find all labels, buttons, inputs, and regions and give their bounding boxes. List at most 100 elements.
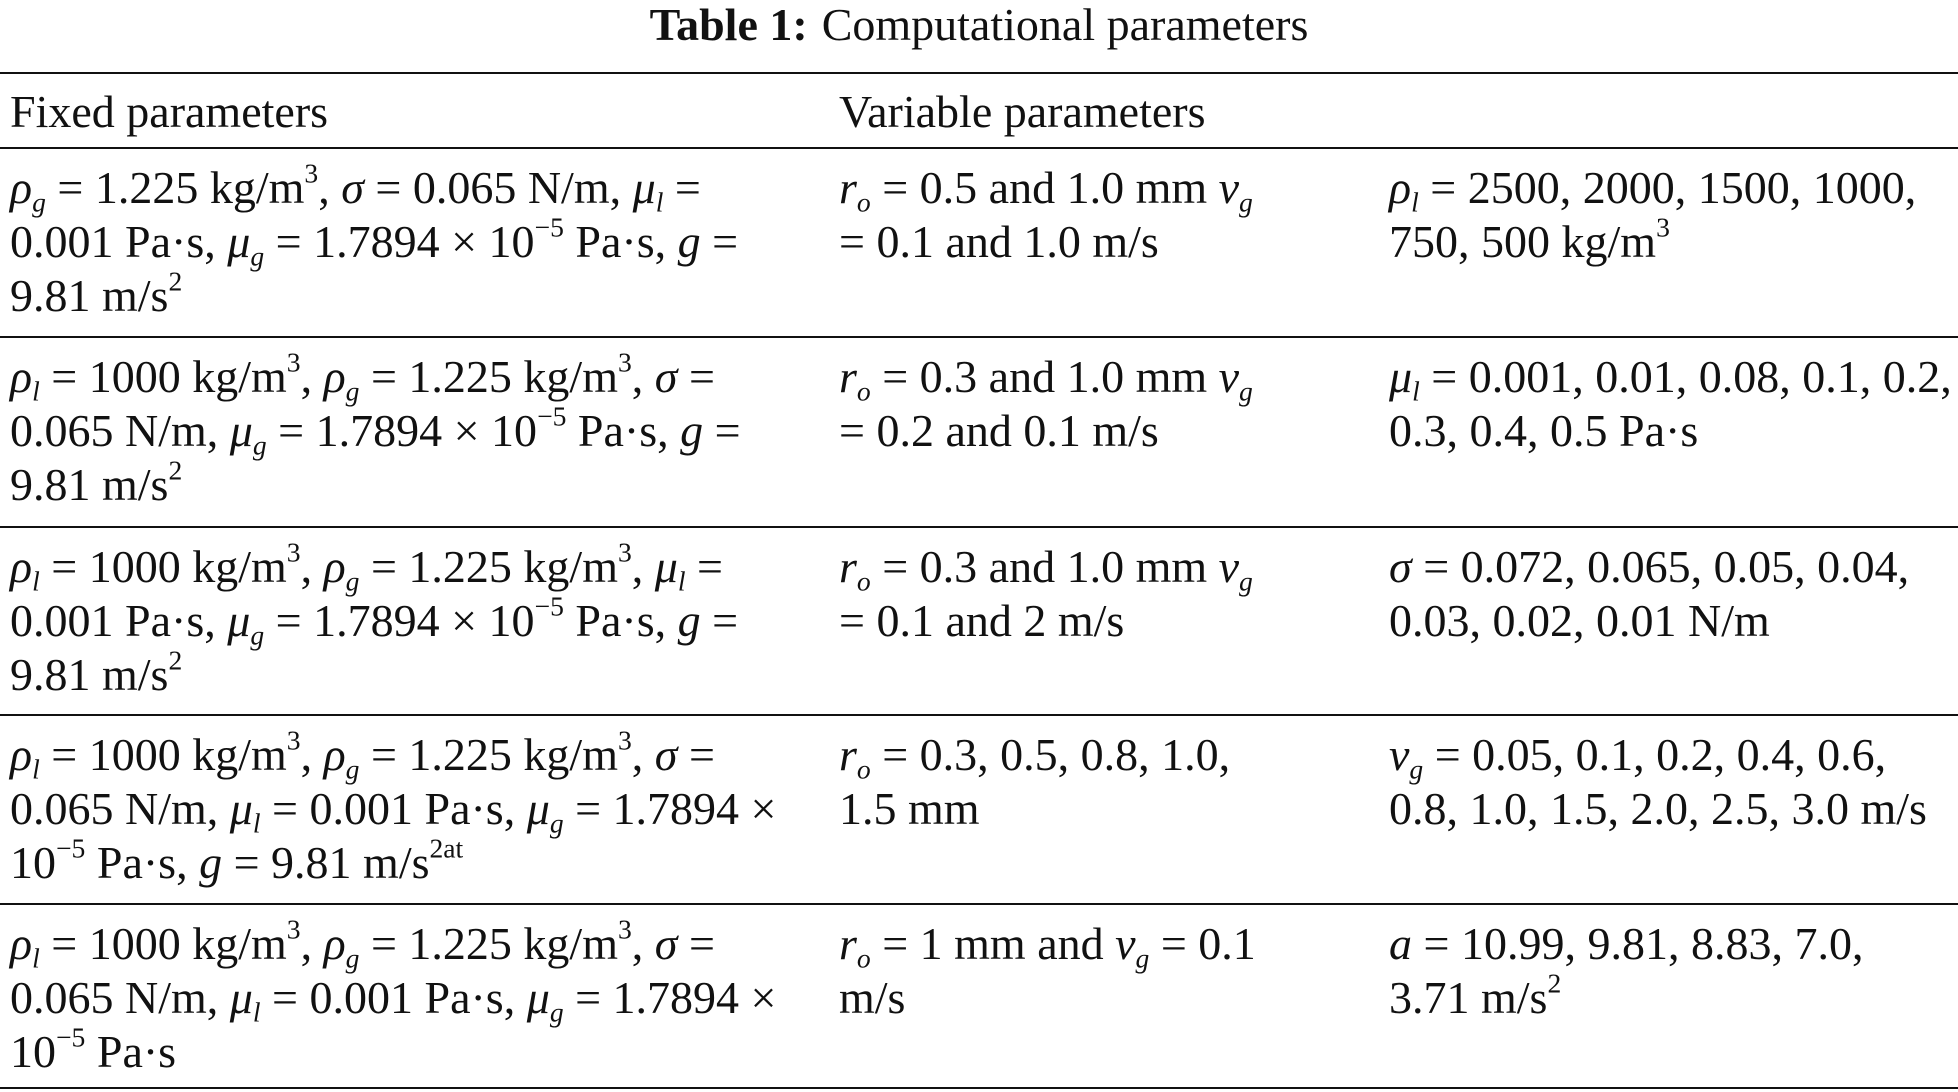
cell-text: = 9.81 m/s xyxy=(10,595,739,700)
cell-text: = 1.7894 × 10 xyxy=(264,595,535,646)
superscript: 3 xyxy=(286,913,301,945)
math-symbol: r xyxy=(839,918,857,969)
math-symbol: ρ xyxy=(10,351,33,402)
cell-text: = 0.2 and 0.1 m/s xyxy=(839,405,1159,456)
math-symbol: μ xyxy=(229,405,253,456)
subscript: l xyxy=(677,565,686,597)
math-symbol: g xyxy=(680,405,704,456)
subscript: o xyxy=(856,375,871,407)
math-symbol: μ xyxy=(227,595,251,646)
cell-text: = 9.81 m/s xyxy=(222,837,430,888)
subscript: g xyxy=(32,186,46,218)
superscript: 2 xyxy=(1547,967,1562,999)
cell-text: = 0.1 and 1.0 m/s xyxy=(839,216,1159,267)
cell-text: = 0.065 N/m, xyxy=(10,918,715,1023)
cell-text: = 1000 kg/m xyxy=(39,351,287,402)
cell-text: , xyxy=(300,918,324,969)
cell-text: = 0.3 and 1.0 mm xyxy=(870,351,1219,402)
rule xyxy=(0,1087,1958,1089)
rule xyxy=(0,72,1958,74)
cell-text: = 2500, 2000, 1500, 1000, 750, 500 kg/m xyxy=(1389,162,1917,267)
math-symbol: ρ xyxy=(1389,162,1412,213)
math-symbol: v xyxy=(1218,162,1240,213)
math-symbol: ρ xyxy=(323,351,346,402)
cell-text: , xyxy=(631,918,655,969)
cell-text: Pa·s, xyxy=(85,837,200,888)
math-symbol: r xyxy=(839,162,857,213)
cell-text: = 1 mm and xyxy=(870,918,1116,969)
math-symbol: μ xyxy=(526,972,550,1023)
cell-text: Pa·s xyxy=(85,1026,177,1077)
table-cell: ρl = 1000 kg/m3, ρg = 1.225 kg/m3, σ = 0… xyxy=(10,348,805,512)
subscript: o xyxy=(856,753,871,785)
math-symbol: σ xyxy=(654,918,678,969)
table-cell: ρl = 2500, 2000, 1500, 1000, 750, 500 kg… xyxy=(1389,161,1954,269)
subscript: l xyxy=(1411,186,1419,218)
table-cell: ro = 0.3 and 1.0 mm vg = 0.2 and 0.1 m/s xyxy=(839,350,1269,458)
math-symbol: g xyxy=(677,595,701,646)
cell-text: = 0.072, 0.065, 0.05, 0.04, 0.03, 0.02, … xyxy=(1389,541,1910,646)
math-symbol: ρ xyxy=(10,918,33,969)
cell-text: , xyxy=(300,351,324,402)
superscript: 3 xyxy=(617,724,632,756)
math-symbol: v xyxy=(1218,351,1240,402)
cell-text: = 1.225 kg/m xyxy=(359,351,618,402)
math-symbol: ρ xyxy=(323,918,346,969)
cell-text: = 0.001 Pa·s, xyxy=(260,783,527,834)
cell-text: = 0.3 and 1.0 mm xyxy=(870,541,1219,592)
superscript: −5 xyxy=(534,211,564,243)
cell-text: = 1.7894 × 10 xyxy=(266,405,538,456)
table-caption: Table 1: Computational parameters xyxy=(0,0,1958,50)
caption-label: Table 1: xyxy=(649,0,808,50)
subscript: g xyxy=(345,375,360,407)
superscript: 3 xyxy=(304,157,319,189)
subscript: l xyxy=(252,996,261,1028)
math-symbol: r xyxy=(839,351,857,402)
cell-text: = 0.1 and 2 m/s xyxy=(839,595,1125,646)
math-symbol: a xyxy=(1389,918,1412,969)
table-cell: ro = 0.3, 0.5, 0.8, 1.0, 1.5 mm xyxy=(839,728,1269,836)
math-symbol: g xyxy=(677,216,701,267)
subscript: g xyxy=(250,240,265,272)
cell-text: = 0.1 m/s xyxy=(839,918,1256,1023)
math-symbol: v xyxy=(1115,918,1136,969)
math-symbol: μ xyxy=(654,541,678,592)
superscript: 3 xyxy=(286,724,301,756)
superscript: −5 xyxy=(537,400,567,432)
math-symbol: v xyxy=(1389,729,1410,780)
cell-text: = 0.001 Pa·s, xyxy=(10,162,701,267)
subscript: o xyxy=(856,565,871,597)
math-symbol: μ xyxy=(229,783,253,834)
cell-text: = 0.065 N/m, xyxy=(10,729,715,834)
table-cell: ρl = 1000 kg/m3, ρg = 1.225 kg/m3, σ = 0… xyxy=(10,915,805,1079)
superscript: 2at xyxy=(429,832,464,864)
cell-text: = 0.001, 0.01, 0.08, 0.1, 0.2, 0.3, 0.4,… xyxy=(1389,351,1952,456)
subscript: l xyxy=(655,186,664,218)
math-symbol: v xyxy=(1218,541,1240,592)
superscript: 3 xyxy=(617,913,632,945)
superscript: 2 xyxy=(168,644,183,676)
subscript: g xyxy=(1239,186,1253,218)
rule xyxy=(0,903,1958,905)
superscript: 3 xyxy=(617,536,632,568)
math-symbol: μ xyxy=(227,216,251,267)
math-symbol: μ xyxy=(632,162,656,213)
header-cell: Variable parameters xyxy=(839,86,1206,137)
superscript: 3 xyxy=(286,346,301,378)
math-symbol: σ xyxy=(341,162,364,213)
subscript: o xyxy=(856,942,871,974)
cell-text: = 1000 kg/m xyxy=(39,729,287,780)
cell-text: , xyxy=(300,541,324,592)
cell-text: = 1.225 kg/m xyxy=(45,162,305,213)
math-symbol: ρ xyxy=(10,729,33,780)
math-symbol: ρ xyxy=(10,162,33,213)
cell-text: = 0.065 N/m, xyxy=(10,351,715,456)
math-symbol: σ xyxy=(1389,541,1412,592)
math-symbol: g xyxy=(199,837,223,888)
cell-text: = 1000 kg/m xyxy=(39,541,287,592)
rule xyxy=(0,526,1958,528)
superscript: −5 xyxy=(56,1021,86,1053)
rule xyxy=(0,336,1958,338)
subscript: g xyxy=(1239,565,1253,597)
